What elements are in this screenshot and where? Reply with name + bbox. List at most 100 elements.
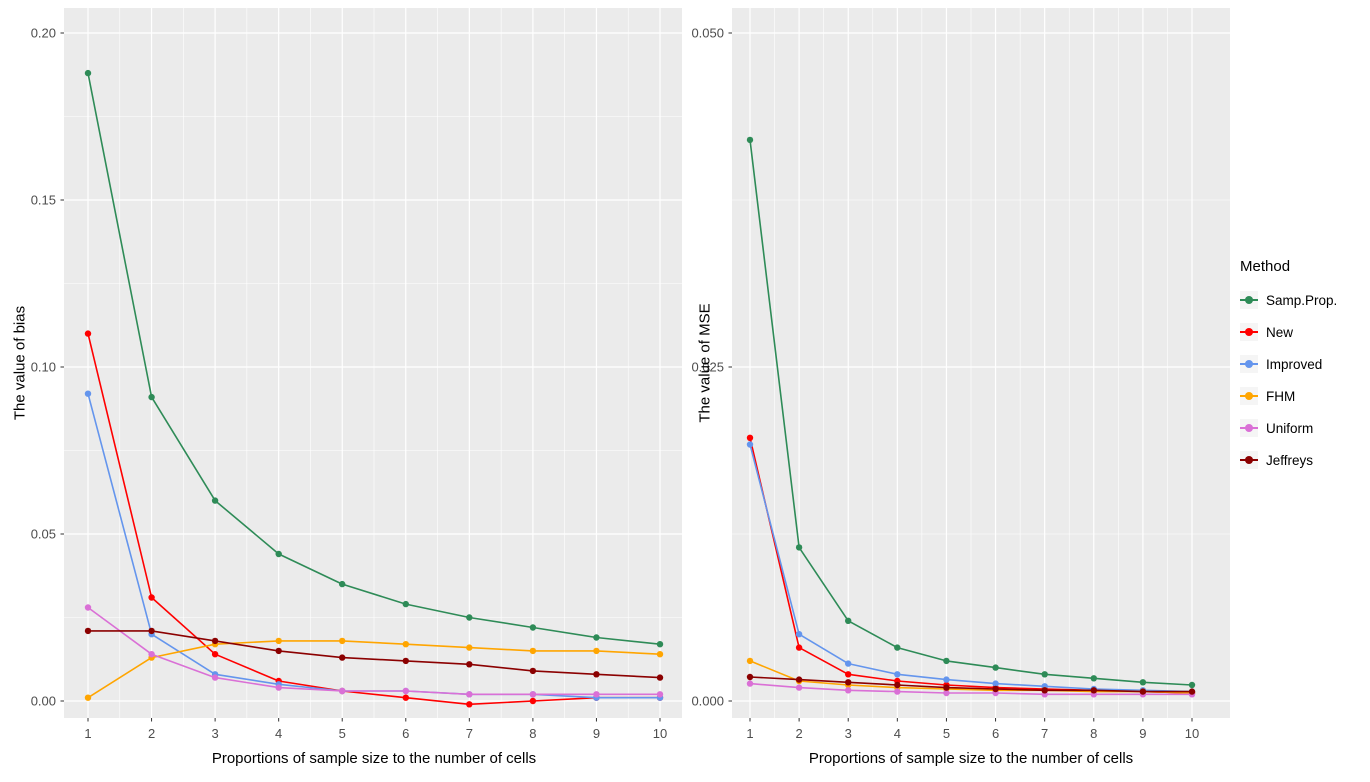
data-point-uniform	[529, 691, 537, 698]
legend-label-improved: Improved	[1266, 356, 1323, 372]
data-point-uniform	[339, 687, 346, 695]
data-point-improved	[992, 680, 999, 687]
data-point-samp-prop	[148, 393, 155, 401]
data-point-samp-prop	[593, 634, 600, 641]
data-point-uniform	[746, 680, 754, 687]
data-point-uniform	[211, 674, 219, 681]
y-tick-label: 0.15	[31, 193, 56, 208]
legend-key-fhm-icon	[1240, 387, 1258, 405]
legend-label-fhm: FHM	[1266, 388, 1296, 404]
legend-entry-new: New	[1240, 316, 1337, 348]
data-point-new	[795, 644, 803, 651]
y-tick-label: 0.050	[691, 26, 724, 41]
data-point-jeffreys	[1090, 687, 1098, 694]
data-point-new	[84, 330, 92, 337]
x-tick-label: 3	[211, 726, 218, 741]
data-point-uniform	[275, 684, 282, 691]
data-point-improved	[845, 660, 852, 667]
x-tick-label: 2	[795, 726, 802, 741]
data-point-jeffreys	[795, 676, 803, 683]
series-line-jeffreys	[87, 630, 661, 679]
series-line-samp-prop	[87, 72, 661, 646]
data-point-improved	[943, 676, 950, 683]
x-tick-label: 10	[1185, 726, 1199, 741]
legend: Method Samp.Prop. New Improved FHM Unifo…	[1240, 258, 1337, 476]
data-point-jeffreys	[1188, 688, 1196, 695]
x-tick-label: 8	[529, 726, 536, 741]
panel-background	[64, 8, 682, 718]
series-line-new	[87, 332, 661, 706]
data-point-samp-prop	[746, 136, 754, 144]
data-point-uniform	[845, 687, 852, 694]
data-point-samp-prop	[1139, 679, 1147, 686]
data-point-jeffreys	[1139, 688, 1147, 695]
legend-label-jeffreys: Jeffreys	[1266, 452, 1314, 468]
left-x-axis-title: Proportions of sample size to the number…	[211, 750, 537, 767]
y-tick-label: 0.20	[31, 26, 56, 41]
data-point-jeffreys	[148, 627, 155, 635]
data-point-uniform	[466, 691, 473, 698]
panel: 0.000 0.025 0.050 1 2 3 4 5 6 7 8 9 10	[691, 8, 1230, 741]
right-x-axis-title: Proportions of sample size to the number…	[808, 750, 1134, 767]
data-point-jeffreys	[339, 654, 346, 661]
data-point-uniform	[795, 684, 803, 691]
data-point-new	[529, 697, 537, 705]
data-point-jeffreys	[211, 637, 219, 645]
data-point-uniform	[894, 688, 901, 695]
y-tick-label: 0.00	[31, 694, 56, 709]
x-tick-label: 5	[943, 726, 950, 741]
data-point-fhm	[402, 641, 409, 648]
data-point-jeffreys	[84, 627, 92, 635]
x-tick-label: 7	[1041, 726, 1048, 741]
data-point-improved	[795, 631, 803, 638]
data-point-jeffreys	[992, 685, 999, 693]
panel: 0.00 0.05 0.10 0.15 0.20 1 2 3 4 5 6 7 8 9 10	[31, 8, 682, 741]
data-point-uniform	[148, 651, 155, 658]
left-y-axis-title: The value of bias	[11, 305, 29, 421]
x-tick-label: 9	[1139, 726, 1146, 741]
legend-label-new: New	[1266, 324, 1294, 340]
data-point-uniform	[656, 691, 664, 698]
data-point-fhm	[466, 644, 473, 651]
data-point-fhm	[746, 657, 754, 665]
y-tick-label: 0.025	[691, 360, 724, 375]
data-point-jeffreys	[529, 667, 537, 675]
x-tick-label: 7	[466, 726, 473, 741]
series-line-uniform	[749, 682, 1193, 696]
data-point-samp-prop	[845, 617, 852, 624]
data-point-samp-prop	[529, 624, 537, 631]
x-tick-label: 3	[845, 726, 852, 741]
data-point-jeffreys	[275, 647, 282, 655]
legend-entry-fhm: FHM	[1240, 380, 1337, 412]
data-point-uniform	[84, 604, 92, 611]
legend-entry-jeffreys: Jeffreys	[1240, 444, 1337, 476]
data-point-fhm	[84, 694, 92, 701]
data-point-new	[211, 651, 219, 658]
x-tick-label: 9	[593, 726, 600, 741]
series-line-uniform	[87, 606, 661, 696]
data-point-uniform	[402, 687, 409, 695]
data-point-samp-prop	[466, 614, 473, 621]
legend-entry-uniform: Uniform	[1240, 412, 1337, 444]
data-point-samp-prop	[402, 600, 409, 608]
y-tick-label: 0.05	[31, 527, 56, 542]
x-tick-label: 2	[148, 726, 155, 741]
x-tick-label: 4	[894, 726, 901, 741]
series-line-improved	[749, 443, 1193, 693]
data-point-samp-prop	[1090, 675, 1098, 682]
data-point-uniform	[943, 689, 950, 697]
legend-key-improved-icon	[1240, 355, 1258, 373]
data-point-fhm	[275, 637, 282, 645]
series-line-fhm	[87, 640, 661, 699]
data-point-samp-prop	[992, 664, 999, 671]
legend-entry-samp-prop: Samp.Prop.	[1240, 284, 1337, 316]
data-point-fhm	[529, 647, 537, 655]
data-point-jeffreys	[894, 681, 901, 689]
y-tick-label: 0.000	[691, 694, 724, 709]
series-line-jeffreys	[749, 676, 1193, 693]
x-tick-label: 1	[746, 726, 753, 741]
data-point-jeffreys	[1041, 687, 1048, 694]
data-point-new	[845, 671, 852, 678]
data-point-jeffreys	[943, 684, 950, 691]
legend-label-uniform: Uniform	[1266, 420, 1314, 436]
